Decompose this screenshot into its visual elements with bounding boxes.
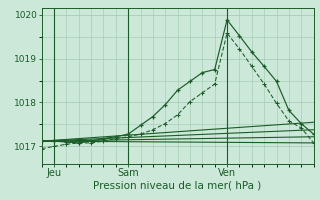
X-axis label: Pression niveau de la mer( hPa ): Pression niveau de la mer( hPa ) — [93, 181, 262, 191]
